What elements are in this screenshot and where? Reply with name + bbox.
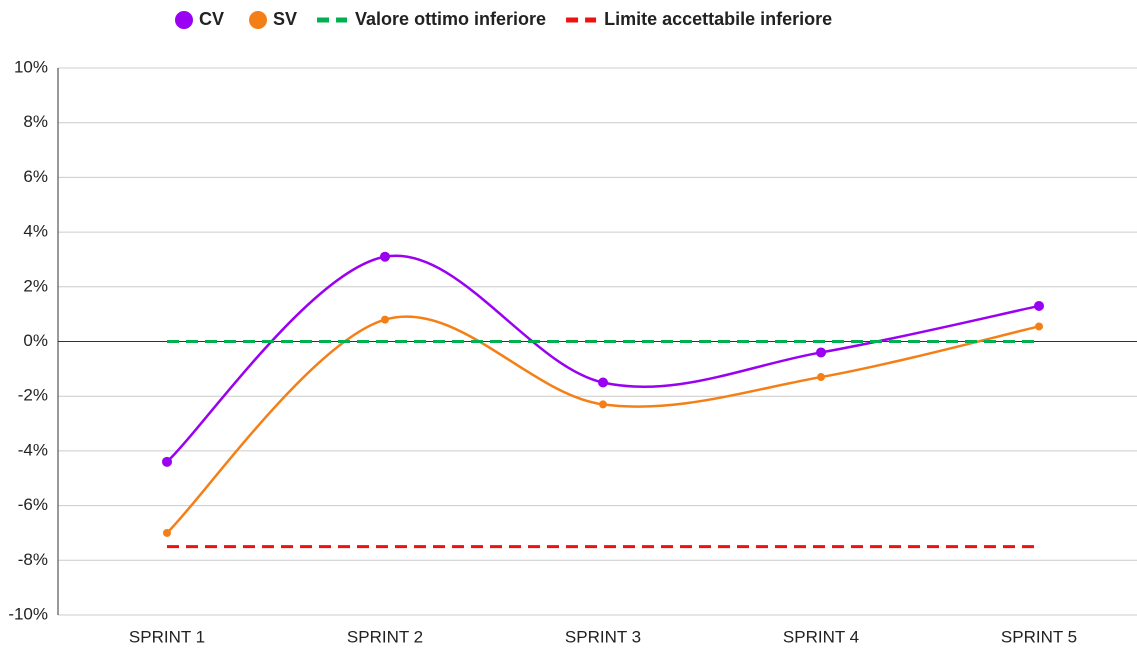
x-tick-label: SPRINT 3: [565, 627, 641, 646]
legend-label: CV: [199, 9, 224, 29]
data-point: [381, 315, 389, 324]
y-tick-label: -10%: [8, 604, 48, 623]
data-point: [598, 377, 608, 388]
legend-label: Limite accettabile inferiore: [604, 9, 832, 29]
y-tick-label: -6%: [18, 495, 48, 514]
data-point: [599, 400, 607, 409]
y-tick-label: -4%: [18, 440, 48, 459]
y-tick-label: 10%: [14, 57, 48, 76]
data-point: [817, 373, 825, 382]
legend-label: Valore ottimo inferiore: [355, 9, 546, 29]
x-tick-label: SPRINT 1: [129, 627, 205, 646]
y-tick-label: 0%: [23, 331, 48, 350]
y-tick-label: -8%: [18, 550, 48, 569]
y-tick-label: 4%: [23, 222, 48, 241]
x-tick-label: SPRINT 5: [1001, 627, 1077, 646]
y-tick-label: 2%: [23, 276, 48, 295]
data-point: [162, 456, 172, 467]
x-tick-label: SPRINT 4: [783, 627, 859, 646]
data-point: [816, 347, 826, 358]
y-tick-label: -2%: [18, 386, 48, 405]
series-line: [166, 315, 1040, 534]
legend-swatch: [249, 11, 268, 29]
data-point: [380, 251, 390, 262]
legend-label: SV: [273, 9, 297, 29]
legend-swatch: [175, 11, 193, 29]
data-point: [163, 528, 171, 537]
y-tick-label: 8%: [23, 112, 48, 131]
data-point: [1034, 300, 1044, 311]
data-point: [1035, 322, 1043, 331]
y-tick-label: 6%: [23, 167, 48, 186]
x-tick-label: SPRINT 2: [347, 627, 423, 646]
